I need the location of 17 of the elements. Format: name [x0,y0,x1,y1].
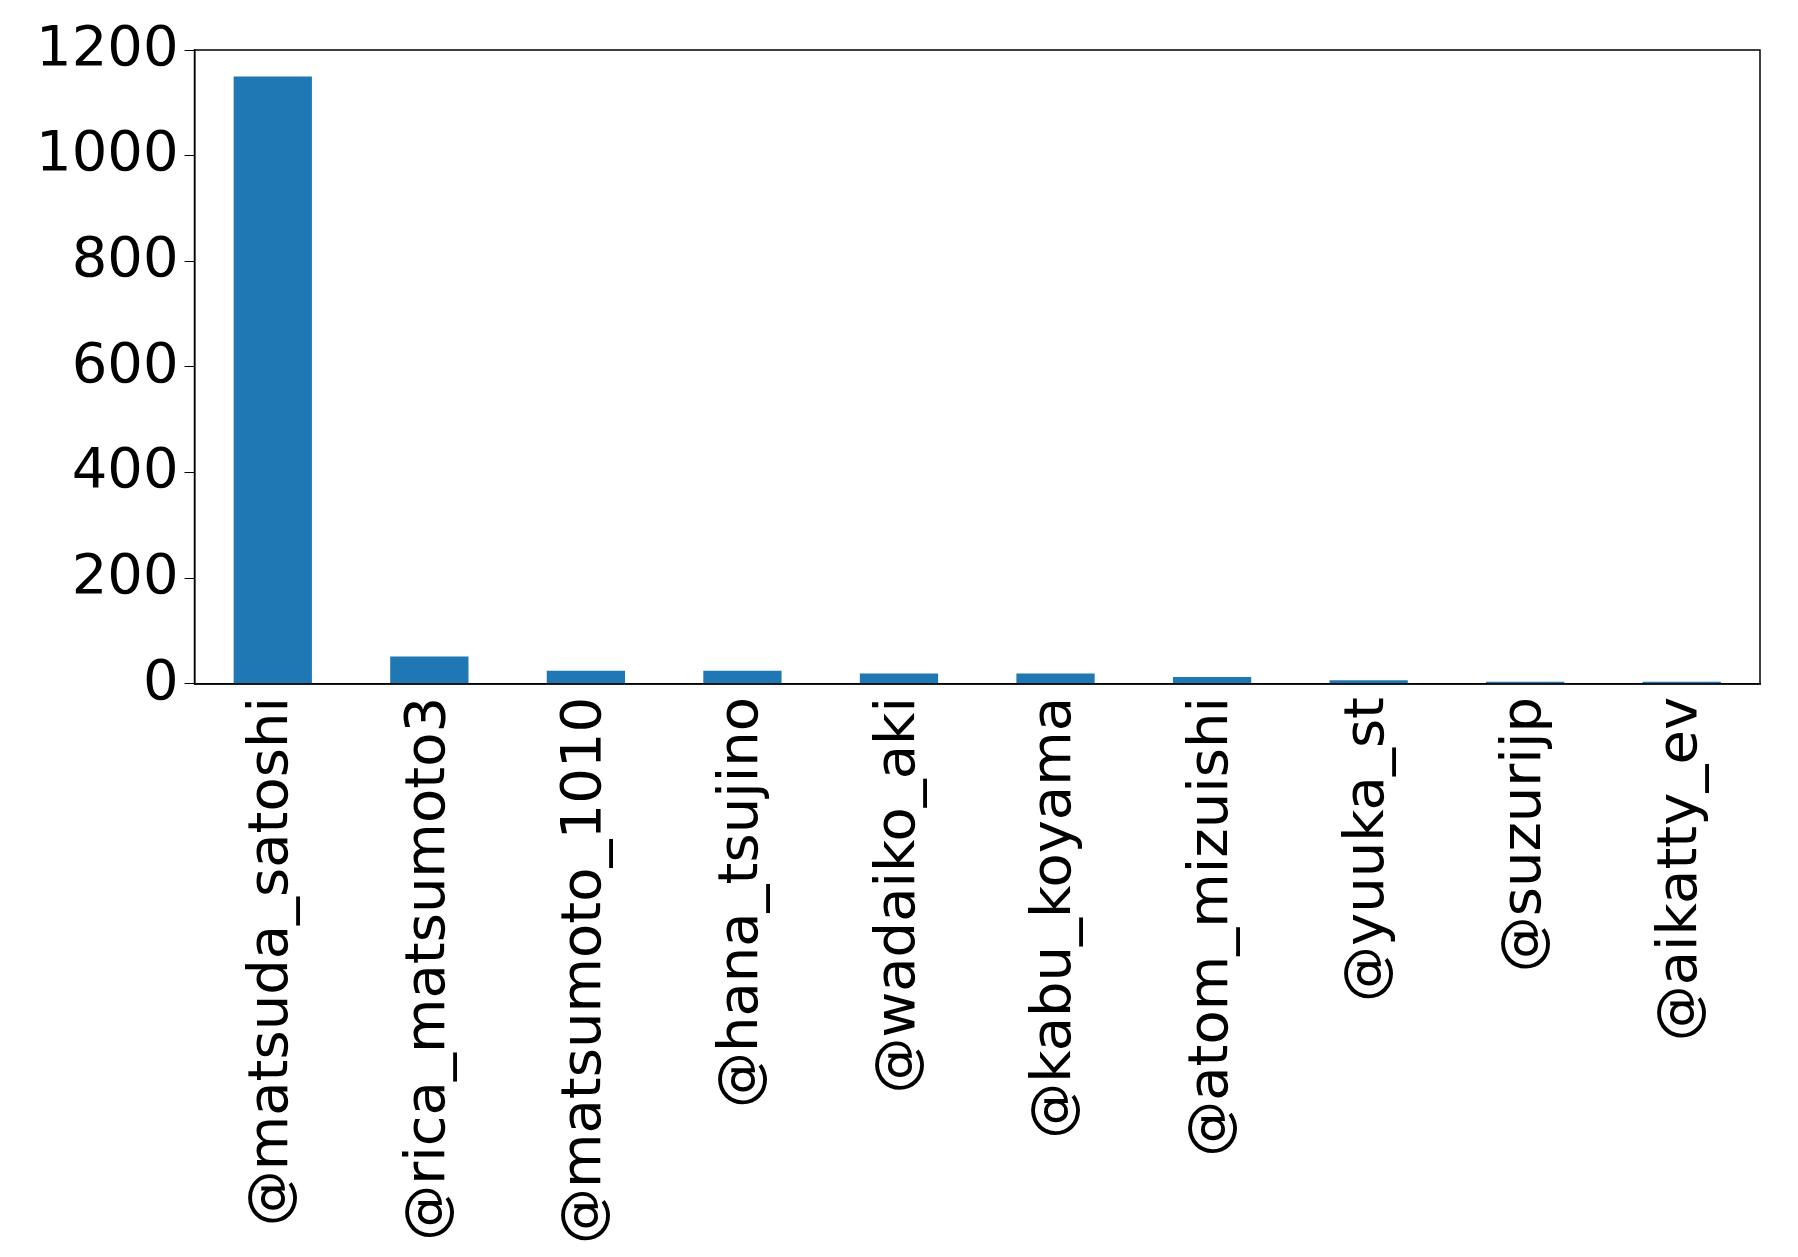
x-tick-label: @suzurijp [1487,696,1553,973]
x-tick-label: @kabu_koyama [1018,696,1084,1139]
x-tick-label: @rica_matsumoto3 [391,696,457,1241]
y-tick-label: 0 [142,646,179,712]
x-tick-label: @atom_mizuishi [1174,696,1240,1157]
x-tick-label: @yuuka_st [1331,696,1397,1002]
x-tick-label: @matsuda_satoshi [235,696,301,1227]
y-tick-label: 400 [71,435,179,501]
y-tick-label: 800 [71,223,179,289]
y-tick-label: 1000 [36,118,179,184]
y-tick-label: 600 [71,329,179,395]
y-tick-label: 200 [71,540,179,606]
x-tick-label: @hana_tsujino [704,696,770,1109]
x-tick-label: @matsumoto_1010 [548,696,614,1245]
x-tick-label: @wadaiko_aki [861,696,927,1094]
x-tick-label: @aikatty_ev [1644,696,1710,1042]
y-tick-label: 1200 [36,12,179,78]
